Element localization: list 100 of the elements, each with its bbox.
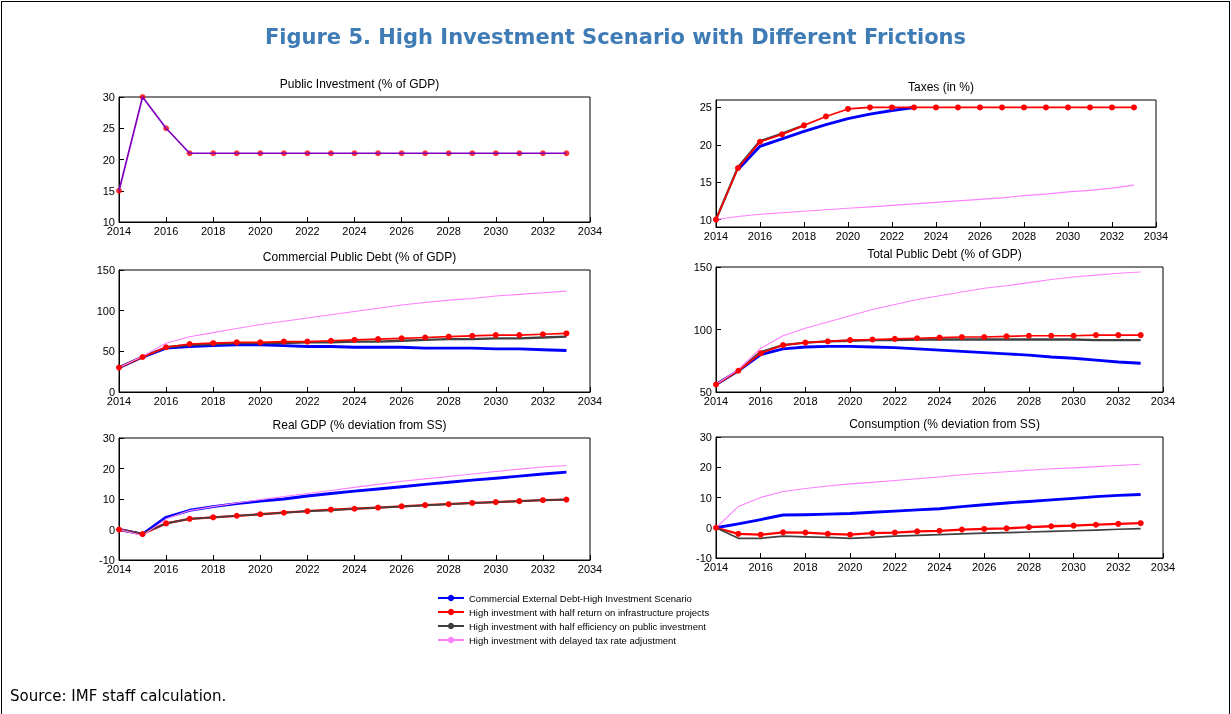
x-tick-label: 2026 [971,560,997,573]
x-tick-label: 2024 [342,224,367,237]
point [116,364,122,371]
point [735,367,742,374]
y-tick-label: 20 [102,462,115,475]
y-tick-label: 0 [705,521,712,534]
x-tick-label: 2026 [389,394,414,407]
x-tick-label: 2018 [793,394,818,407]
x-tick-label: 2030 [483,394,509,407]
point [351,336,358,343]
x-tick-label: 2030 [483,562,509,575]
line-series [715,271,1142,386]
y-tick-label: 100 [693,323,712,336]
y-tick-label: 15 [102,184,115,197]
x-tick-label: 2034 [1150,560,1176,573]
y-tick-label: 25 [699,101,712,114]
point [210,514,217,521]
x-tick-label: 2034 [1143,229,1169,242]
point [958,526,965,533]
point [492,332,499,339]
x-tick-label: 2018 [200,394,226,407]
point [139,354,146,361]
point [847,337,854,344]
point [757,350,764,357]
x-tick-label: 2032 [1106,394,1131,407]
point [780,342,787,349]
point [802,529,809,536]
x-tick-label: 2024 [342,394,367,407]
x-tick-label: 2026 [389,224,414,237]
x-tick-label: 2028 [436,394,461,407]
x-tick-label: 2030 [1061,560,1086,573]
x-tick-label: 2014 [703,229,729,242]
x-tick-label: 2032 [1099,229,1125,242]
x-tick-label: 2034 [577,224,603,237]
y-tick-label: 10 [699,491,712,504]
point [824,530,831,537]
point [539,497,546,504]
point [1048,523,1055,530]
x-tick-label: 2024 [927,394,952,407]
x-tick-label: 2024 [923,229,949,242]
point [327,506,334,513]
legend-label: High investment with half return on infrastructure projects [469,606,710,618]
point [163,520,170,527]
point [955,104,961,111]
chart-title: Real GDP (% deviation from SS) [272,418,447,432]
x-tick-label: 2024 [342,562,367,575]
x-tick-label: 2020 [837,560,863,573]
point [847,531,854,538]
y-tick-label: 25 [102,122,115,135]
point [845,105,851,112]
point [210,340,217,347]
point [867,104,873,111]
point [233,339,240,346]
chart-title: Total Public Debt (% of GDP) [867,247,1022,261]
y-tick-label: 150 [96,264,115,276]
point [1092,521,1099,528]
point [1025,524,1032,531]
point [999,104,1005,111]
x-tick-label: 2018 [791,229,817,242]
line-series [715,463,1142,529]
point [1065,104,1071,111]
x-tick-label: 2034 [1150,394,1176,407]
x-tick-label: 2022 [295,562,320,575]
point [735,530,742,537]
point [516,498,523,505]
chart-title: Consumption (% deviation from SS) [849,417,1040,431]
point [1025,332,1032,339]
point [1109,104,1115,111]
source-note: Source: IMF staff calculation. [10,687,227,705]
point [891,529,898,536]
point [163,344,170,351]
point [375,336,382,343]
point [981,334,988,340]
point [914,528,921,535]
point [445,333,452,340]
point [398,335,405,342]
point [492,499,499,506]
x-tick-label: 2028 [1011,229,1037,242]
x-tick-label: 2028 [436,224,461,237]
y-tick-label: 30 [699,431,712,443]
x-tick-label: 2020 [837,394,863,407]
x-tick-label: 2016 [153,224,179,237]
y-tick-label: 20 [699,461,712,474]
x-tick-label: 2034 [577,394,603,407]
x-tick-label: 2026 [967,229,993,242]
x-tick-label: 2032 [530,394,556,407]
x-tick-label: 2034 [577,562,603,575]
chart-title: Public Investment (% of GDP) [279,77,440,91]
line-series [118,96,568,192]
point [280,509,287,516]
point [977,104,983,111]
x-tick-label: 2020 [248,394,273,407]
x-tick-label: 2022 [882,394,908,407]
point [958,334,965,340]
point [713,381,719,388]
point [889,104,895,111]
point [1115,332,1122,339]
point [869,530,876,537]
point [257,339,264,346]
x-tick-label: 2030 [1055,229,1081,242]
